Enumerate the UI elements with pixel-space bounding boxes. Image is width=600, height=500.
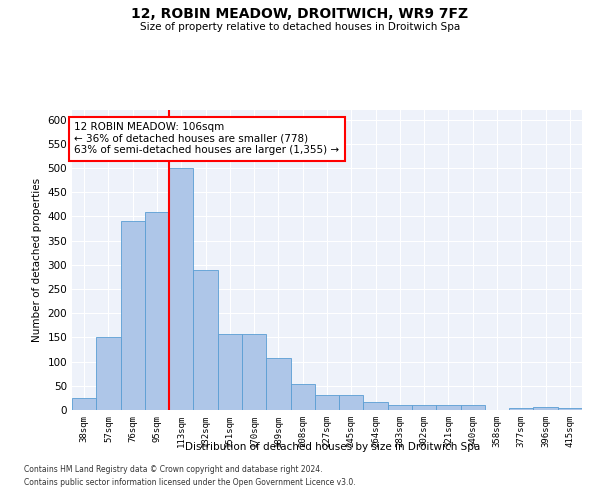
Bar (533, 406, 558, 410)
Bar (509, 408, 533, 410)
Bar (315, 396, 339, 410)
Bar (412, 405, 436, 410)
Bar (364, 402, 388, 410)
Bar (169, 168, 193, 410)
Y-axis label: Number of detached properties: Number of detached properties (32, 178, 42, 342)
Text: 12, ROBIN MEADOW, DROITWICH, WR9 7FZ: 12, ROBIN MEADOW, DROITWICH, WR9 7FZ (131, 8, 469, 22)
Text: Contains public sector information licensed under the Open Government Licence v3: Contains public sector information licen… (24, 478, 356, 487)
Text: Size of property relative to detached houses in Droitwich Spa: Size of property relative to detached ho… (140, 22, 460, 32)
Bar (121, 222, 145, 410)
Bar (96, 338, 121, 410)
Text: Distribution of detached houses by size in Droitwich Spa: Distribution of detached houses by size … (185, 442, 481, 452)
Bar (436, 405, 461, 410)
Bar (193, 270, 218, 410)
Bar (266, 358, 290, 410)
Text: Contains HM Land Registry data © Crown copyright and database right 2024.: Contains HM Land Registry data © Crown c… (24, 466, 323, 474)
Bar (558, 408, 582, 410)
Bar (218, 334, 242, 410)
Bar (72, 398, 96, 410)
Bar (339, 396, 364, 410)
Bar (388, 405, 412, 410)
Bar (145, 212, 169, 410)
Bar (461, 405, 485, 410)
Bar (290, 384, 315, 410)
Text: 12 ROBIN MEADOW: 106sqm
← 36% of detached houses are smaller (778)
63% of semi-d: 12 ROBIN MEADOW: 106sqm ← 36% of detache… (74, 122, 340, 156)
Bar (242, 334, 266, 410)
